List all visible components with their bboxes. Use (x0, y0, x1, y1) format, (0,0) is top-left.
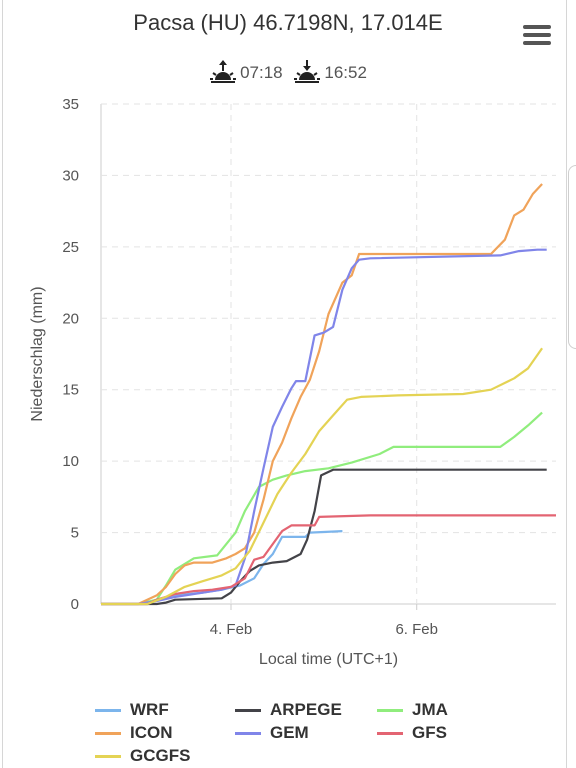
legend-swatch (95, 731, 121, 735)
y-tick-label: 5 (71, 525, 79, 542)
legend-item-arpege[interactable]: ARPEGE (235, 700, 342, 720)
legend-item-gem[interactable]: GEM (235, 723, 309, 743)
y-tick-label: 10 (62, 453, 79, 470)
sunrise-icon (210, 60, 237, 83)
legend-swatch (377, 731, 403, 735)
chart-series (101, 183, 556, 606)
legend-label: GFS (412, 723, 447, 742)
legend-swatch (235, 708, 261, 712)
x-axis-label: Local time (UTC+1) (259, 651, 398, 668)
y-tick-label: 35 (62, 96, 79, 113)
series-line-gcgfs (101, 347, 544, 606)
legend-item-gcgfs[interactable]: GCGFS (95, 746, 190, 766)
x-axis-ticks: 4. Feb 6. Feb (210, 604, 438, 638)
sunrise-time: 07:18 (240, 63, 283, 82)
legend-swatch (95, 754, 121, 758)
frame-border-left (2, 0, 3, 768)
chart-title: Pacsa (HU) 46.7198N, 17.014E (133, 10, 443, 35)
legend-label: WRF (130, 700, 169, 719)
sunset-time: 16:52 (324, 63, 367, 82)
legend-label: ICON (130, 723, 173, 742)
y-tick-label: 25 (62, 239, 79, 256)
sunset-group: 16:52 (293, 60, 367, 86)
legend-swatch (235, 731, 261, 735)
y-tick-label: 20 (62, 310, 79, 327)
sunset-icon (294, 60, 321, 83)
y-axis-ticks: 0 5 10 15 20 25 30 35 (62, 96, 79, 613)
legend-label: JMA (412, 700, 448, 719)
y-tick-label: 30 (62, 167, 79, 184)
frame-border-right (566, 0, 567, 768)
hamburger-menu-icon[interactable] (523, 25, 551, 47)
y-axis-label: Niederschlag (mm) (29, 286, 46, 421)
legend-label: ARPEGE (270, 700, 342, 719)
series-line-gem (101, 248, 547, 606)
sun-times: 07:18 16:52 (0, 60, 576, 91)
legend-item-gfs[interactable]: GFS (377, 723, 447, 743)
series-line-jma (101, 411, 543, 606)
legend-item-icon[interactable]: ICON (95, 723, 173, 743)
series-line-arpege (101, 468, 547, 606)
y-tick-label: 15 (62, 382, 79, 399)
legend-item-jma[interactable]: JMA (377, 700, 448, 720)
x-tick-label: 4. Feb (210, 621, 253, 638)
legend-label: GCGFS (130, 746, 191, 765)
y-tick-label: 0 (71, 596, 79, 613)
chart-grid (100, 103, 556, 605)
legend-swatch (377, 708, 403, 712)
series-line-gfs (101, 514, 556, 606)
series-line-icon (101, 183, 543, 606)
sunrise-group: 07:18 (209, 60, 283, 86)
legend-item-wrf[interactable]: WRF (95, 700, 169, 720)
legend-label: GEM (270, 723, 309, 742)
x-tick-label: 6. Feb (395, 621, 438, 638)
legend-swatch (95, 708, 121, 712)
